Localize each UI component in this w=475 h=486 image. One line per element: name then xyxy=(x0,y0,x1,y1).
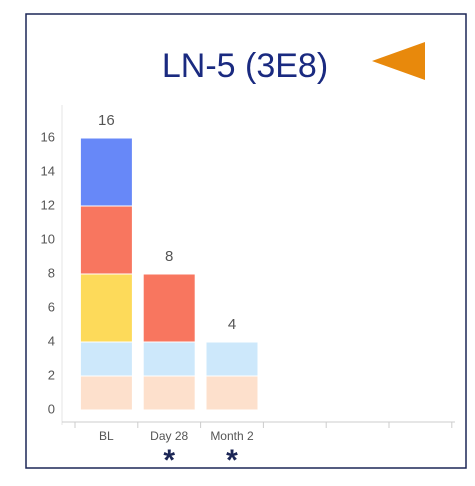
bar-segment xyxy=(79,341,133,377)
y-tick-label: 12 xyxy=(41,197,55,212)
y-tick-label: 6 xyxy=(48,299,55,314)
y-tick-label: 16 xyxy=(41,129,55,144)
y-tick-label: 0 xyxy=(48,401,55,416)
pointer-triangle xyxy=(372,42,425,80)
frame xyxy=(25,13,467,469)
x-tick-label: Day 28 xyxy=(150,429,188,443)
significance-mark: * xyxy=(163,444,175,477)
significance-mark: * xyxy=(226,444,238,477)
bar-segment xyxy=(205,341,259,377)
bar-segment xyxy=(142,375,196,411)
total-label: 4 xyxy=(228,316,236,333)
y-tick-label: 14 xyxy=(41,163,55,178)
y-tick-label: 2 xyxy=(48,367,55,382)
y-tick-label: 4 xyxy=(48,333,55,348)
bar-segment xyxy=(142,341,196,377)
x-tick-label: Month 2 xyxy=(210,429,254,443)
bar-segment xyxy=(79,137,133,207)
bar-segment xyxy=(79,375,133,411)
y-tick-label: 8 xyxy=(48,265,55,280)
bar-segment xyxy=(205,375,259,411)
total-label: 8 xyxy=(165,248,173,265)
bar-segment xyxy=(79,273,133,343)
bar-segment xyxy=(142,273,196,343)
total-label: 16 xyxy=(98,112,115,129)
chart-title: LN-5 (3E8) xyxy=(162,47,328,85)
bar-segment xyxy=(79,205,133,275)
y-tick-label: 10 xyxy=(41,231,55,246)
x-tick-label: BL xyxy=(99,429,114,443)
